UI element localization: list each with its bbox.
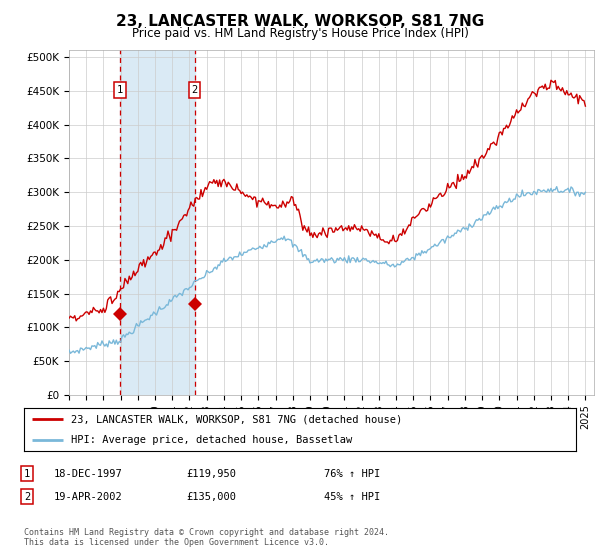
Text: Price paid vs. HM Land Registry's House Price Index (HPI): Price paid vs. HM Land Registry's House …: [131, 27, 469, 40]
Text: 76% ↑ HPI: 76% ↑ HPI: [324, 469, 380, 479]
Text: £135,000: £135,000: [186, 492, 236, 502]
Text: 2: 2: [191, 85, 198, 95]
Text: 1: 1: [117, 85, 123, 95]
Text: Contains HM Land Registry data © Crown copyright and database right 2024.
This d: Contains HM Land Registry data © Crown c…: [24, 528, 389, 547]
Text: £119,950: £119,950: [186, 469, 236, 479]
Text: 45% ↑ HPI: 45% ↑ HPI: [324, 492, 380, 502]
Text: 18-DEC-1997: 18-DEC-1997: [54, 469, 123, 479]
Text: 23, LANCASTER WALK, WORKSOP, S81 7NG: 23, LANCASTER WALK, WORKSOP, S81 7NG: [116, 14, 484, 29]
Bar: [120, 50, 194, 395]
Text: HPI: Average price, detached house, Bassetlaw: HPI: Average price, detached house, Bass…: [71, 435, 352, 445]
Text: 23, LANCASTER WALK, WORKSOP, S81 7NG (detached house): 23, LANCASTER WALK, WORKSOP, S81 7NG (de…: [71, 414, 402, 424]
Text: 1: 1: [24, 469, 30, 479]
Text: 2: 2: [24, 492, 30, 502]
Text: 19-APR-2002: 19-APR-2002: [54, 492, 123, 502]
